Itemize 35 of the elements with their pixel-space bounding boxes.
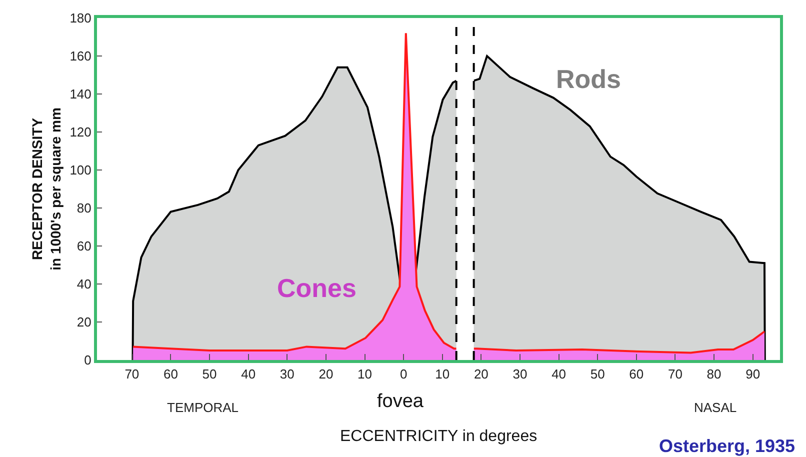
y-tick-label: 140	[70, 86, 92, 102]
y-tick-label: 0	[84, 352, 92, 368]
y-tick-label: 80	[76, 200, 92, 216]
x-tick-label: 60	[629, 366, 644, 382]
text: Osterberg, 1935	[659, 436, 796, 456]
text: TEMPORAL	[167, 400, 239, 415]
x-tick-label: 0	[400, 366, 408, 382]
x-tick-label: 30	[512, 366, 528, 382]
y-tick-label: 40	[76, 276, 92, 292]
x-tick-label: 30	[280, 366, 294, 382]
x-tick-label: 20	[474, 366, 488, 382]
x-tick-label: 70	[668, 366, 682, 382]
series-label: Cones	[277, 273, 356, 303]
y-tick-label: 20	[76, 314, 92, 330]
x-axis-title: ECCENTRICITY in degrees	[340, 428, 538, 445]
text: fovea	[377, 391, 424, 412]
y-tick-label: 60	[76, 238, 92, 254]
x-tick-label: 50	[202, 366, 217, 382]
y-axis-title: RECEPTOR DENSITY in 1000's per square mm	[29, 108, 64, 270]
x-tick-label: 10	[358, 366, 372, 382]
x-tick-label: 90	[746, 366, 760, 382]
y-tick-label: 120	[70, 124, 92, 140]
y-tick-label: 160	[70, 48, 92, 64]
y-tick-label: 180	[70, 10, 92, 26]
x-tick-label: 20	[318, 366, 334, 382]
x-tick-label: 70	[124, 366, 140, 382]
x-tick-label: 40	[241, 366, 256, 382]
x-tick-label: 60	[163, 366, 178, 382]
x-tick-label: 10	[435, 366, 450, 382]
series-label: Rods	[556, 64, 621, 94]
y-tick-label: 100	[70, 162, 92, 178]
text: NASAL	[694, 400, 737, 415]
x-tick-label: 50	[590, 366, 605, 382]
x-tick-label: 40	[552, 366, 566, 382]
x-tick-label: 80	[706, 366, 722, 382]
